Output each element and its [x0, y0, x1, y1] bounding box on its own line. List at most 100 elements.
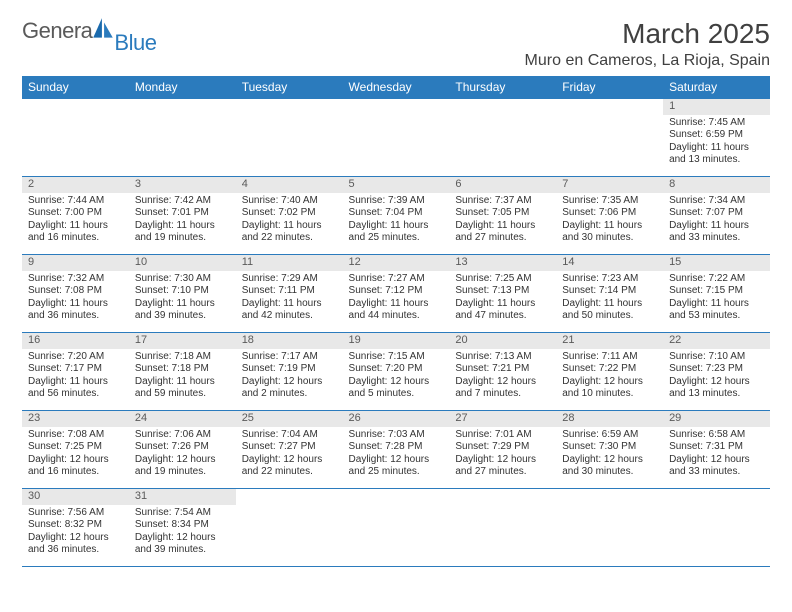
day-detail-cell: Sunrise: 7:29 AMSunset: 7:11 PMDaylight:…: [236, 271, 343, 333]
logo-word2: Blue: [114, 30, 156, 56]
daylight-line: Daylight: 12 hours and 10 minutes.: [562, 376, 657, 401]
sunset-line: Sunset: 7:08 PM: [28, 285, 123, 298]
daylight-line: Daylight: 11 hours and 59 minutes.: [135, 376, 230, 401]
day-detail-cell: Sunrise: 7:03 AMSunset: 7:28 PMDaylight:…: [343, 427, 450, 489]
day-number-cell: [22, 99, 129, 115]
day-number-cell: [663, 489, 770, 505]
day-number-cell: 3: [129, 177, 236, 193]
sunrise-line: Sunrise: 7:10 AM: [669, 351, 764, 364]
sunrise-line: Sunrise: 7:54 AM: [135, 507, 230, 520]
daylight-line: Daylight: 11 hours and 13 minutes.: [669, 142, 764, 167]
sunrise-line: Sunrise: 7:06 AM: [135, 429, 230, 442]
sunrise-line: Sunrise: 7:56 AM: [28, 507, 123, 520]
daylight-line: Daylight: 11 hours and 44 minutes.: [349, 298, 444, 323]
day-detail-cell: [663, 505, 770, 567]
day-number-cell: 29: [663, 411, 770, 427]
day-number-cell: 7: [556, 177, 663, 193]
detail-row: Sunrise: 7:08 AMSunset: 7:25 PMDaylight:…: [22, 427, 770, 489]
day-number-cell: 12: [343, 255, 450, 271]
daylight-line: Daylight: 12 hours and 7 minutes.: [455, 376, 550, 401]
sunrise-line: Sunrise: 7:08 AM: [28, 429, 123, 442]
day-detail-cell: [129, 115, 236, 177]
day-number-cell: [343, 99, 450, 115]
sunset-line: Sunset: 7:00 PM: [28, 207, 123, 220]
sunset-line: Sunset: 7:15 PM: [669, 285, 764, 298]
detail-row: Sunrise: 7:32 AMSunset: 7:08 PMDaylight:…: [22, 271, 770, 333]
daylight-line: Daylight: 11 hours and 36 minutes.: [28, 298, 123, 323]
daynum-row: 16171819202122: [22, 333, 770, 349]
sunrise-line: Sunrise: 7:15 AM: [349, 351, 444, 364]
sunrise-line: Sunrise: 7:04 AM: [242, 429, 337, 442]
day-detail-cell: [556, 115, 663, 177]
location: Muro en Cameros, La Rioja, Spain: [525, 52, 770, 70]
detail-row: Sunrise: 7:44 AMSunset: 7:00 PMDaylight:…: [22, 193, 770, 255]
sunrise-line: Sunrise: 7:22 AM: [669, 273, 764, 286]
day-detail-cell: Sunrise: 7:32 AMSunset: 7:08 PMDaylight:…: [22, 271, 129, 333]
sunrise-line: Sunrise: 7:40 AM: [242, 195, 337, 208]
day-number-cell: 22: [663, 333, 770, 349]
day-number-cell: 25: [236, 411, 343, 427]
day-number-cell: [449, 99, 556, 115]
detail-row: Sunrise: 7:56 AMSunset: 8:32 PMDaylight:…: [22, 505, 770, 567]
day-detail-cell: [236, 505, 343, 567]
day-detail-cell: Sunrise: 7:35 AMSunset: 7:06 PMDaylight:…: [556, 193, 663, 255]
sunrise-line: Sunrise: 7:29 AM: [242, 273, 337, 286]
sunset-line: Sunset: 7:18 PM: [135, 363, 230, 376]
day-number-cell: [556, 489, 663, 505]
month-title: March 2025: [525, 18, 770, 50]
day-detail-cell: Sunrise: 7:44 AMSunset: 7:00 PMDaylight:…: [22, 193, 129, 255]
daylight-line: Daylight: 11 hours and 22 minutes.: [242, 220, 337, 245]
day-number-cell: 27: [449, 411, 556, 427]
day-detail-cell: Sunrise: 7:17 AMSunset: 7:19 PMDaylight:…: [236, 349, 343, 411]
day-number-cell: [449, 489, 556, 505]
sunset-line: Sunset: 7:28 PM: [349, 441, 444, 454]
sunset-line: Sunset: 7:30 PM: [562, 441, 657, 454]
day-number-cell: 1: [663, 99, 770, 115]
daylight-line: Daylight: 12 hours and 30 minutes.: [562, 454, 657, 479]
day-number-cell: 26: [343, 411, 450, 427]
sunrise-line: Sunrise: 7:11 AM: [562, 351, 657, 364]
weekday-header: Sunday: [22, 76, 129, 99]
sunset-line: Sunset: 8:32 PM: [28, 519, 123, 532]
day-number-cell: 15: [663, 255, 770, 271]
day-number-cell: 4: [236, 177, 343, 193]
daylight-line: Daylight: 11 hours and 53 minutes.: [669, 298, 764, 323]
day-number-cell: 17: [129, 333, 236, 349]
day-detail-cell: [449, 505, 556, 567]
day-detail-cell: [449, 115, 556, 177]
day-detail-cell: Sunrise: 7:20 AMSunset: 7:17 PMDaylight:…: [22, 349, 129, 411]
day-detail-cell: Sunrise: 7:11 AMSunset: 7:22 PMDaylight:…: [556, 349, 663, 411]
sunrise-line: Sunrise: 7:45 AM: [669, 117, 764, 130]
daylight-line: Daylight: 12 hours and 36 minutes.: [28, 532, 123, 557]
day-detail-cell: Sunrise: 7:18 AMSunset: 7:18 PMDaylight:…: [129, 349, 236, 411]
day-detail-cell: Sunrise: 7:37 AMSunset: 7:05 PMDaylight:…: [449, 193, 556, 255]
daylight-line: Daylight: 12 hours and 13 minutes.: [669, 376, 764, 401]
sunset-line: Sunset: 6:59 PM: [669, 129, 764, 142]
day-detail-cell: Sunrise: 7:34 AMSunset: 7:07 PMDaylight:…: [663, 193, 770, 255]
daylight-line: Daylight: 11 hours and 19 minutes.: [135, 220, 230, 245]
daylight-line: Daylight: 12 hours and 22 minutes.: [242, 454, 337, 479]
day-number-cell: 21: [556, 333, 663, 349]
sail-icon: [90, 16, 116, 42]
daylight-line: Daylight: 11 hours and 16 minutes.: [28, 220, 123, 245]
day-number-cell: [343, 489, 450, 505]
daylight-line: Daylight: 11 hours and 27 minutes.: [455, 220, 550, 245]
sunset-line: Sunset: 7:04 PM: [349, 207, 444, 220]
weekday-header: Monday: [129, 76, 236, 99]
daynum-row: 3031: [22, 489, 770, 505]
day-number-cell: 6: [449, 177, 556, 193]
calendar-table: SundayMondayTuesdayWednesdayThursdayFrid…: [22, 76, 770, 567]
sunset-line: Sunset: 7:26 PM: [135, 441, 230, 454]
sunset-line: Sunset: 7:05 PM: [455, 207, 550, 220]
day-detail-cell: Sunrise: 7:23 AMSunset: 7:14 PMDaylight:…: [556, 271, 663, 333]
day-detail-cell: [343, 505, 450, 567]
sunrise-line: Sunrise: 7:42 AM: [135, 195, 230, 208]
detail-row: Sunrise: 7:20 AMSunset: 7:17 PMDaylight:…: [22, 349, 770, 411]
day-number-cell: 2: [22, 177, 129, 193]
sunset-line: Sunset: 7:13 PM: [455, 285, 550, 298]
sunrise-line: Sunrise: 7:32 AM: [28, 273, 123, 286]
daylight-line: Daylight: 12 hours and 33 minutes.: [669, 454, 764, 479]
day-detail-cell: Sunrise: 7:39 AMSunset: 7:04 PMDaylight:…: [343, 193, 450, 255]
daylight-line: Daylight: 11 hours and 56 minutes.: [28, 376, 123, 401]
day-detail-cell: Sunrise: 7:25 AMSunset: 7:13 PMDaylight:…: [449, 271, 556, 333]
